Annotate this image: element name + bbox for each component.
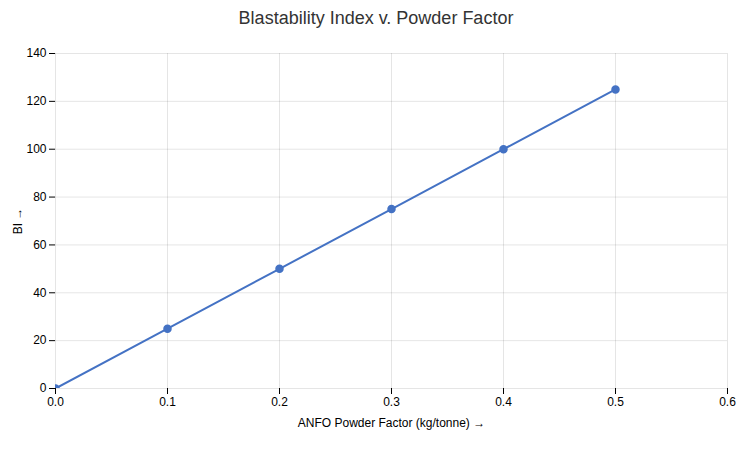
svg-text:0.2: 0.2 xyxy=(271,395,288,409)
svg-text:60: 60 xyxy=(33,238,47,252)
svg-text:0.6: 0.6 xyxy=(719,395,736,409)
svg-text:0.3: 0.3 xyxy=(383,395,400,409)
svg-text:120: 120 xyxy=(26,94,46,108)
svg-text:BI →: BI → xyxy=(11,208,25,235)
svg-text:100: 100 xyxy=(26,142,46,156)
svg-text:20: 20 xyxy=(33,333,47,347)
svg-text:40: 40 xyxy=(33,286,47,300)
svg-text:0.5: 0.5 xyxy=(607,395,624,409)
svg-text:140: 140 xyxy=(26,46,46,60)
svg-text:80: 80 xyxy=(33,190,47,204)
html-text:Blastability Index v. Powder F: Blastability Index v. Powder Factor xyxy=(238,8,514,28)
svg-text:0.1: 0.1 xyxy=(159,395,176,409)
svg-text:0.0: 0.0 xyxy=(47,395,64,409)
svg-text:0.4: 0.4 xyxy=(495,395,512,409)
svg-text:ANFO Powder Factor (kg/tonne): ANFO Powder Factor (kg/tonne) → xyxy=(298,416,485,430)
svg-text:0: 0 xyxy=(40,381,47,395)
